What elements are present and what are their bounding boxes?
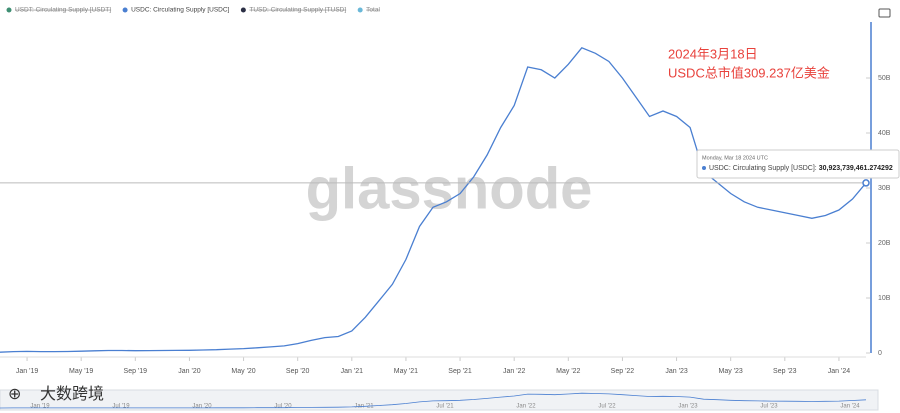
x-tick-label: May '20 [231,368,255,375]
x-tick-label: Jan '22 [503,368,525,375]
annotation: USDC总市值309.237亿美金 [668,65,830,80]
legend-dot [122,7,128,13]
y-tick-label: 30B [878,185,891,192]
legend-dot [357,7,363,13]
legend-entry[interactable]: TUSD: Circulating Supply [TUSD] [249,7,346,14]
tooltip-label: USDC: Circulating Supply [USDC]: [709,165,817,172]
brand-text: 大数跨境 [40,384,104,403]
tooltip-dot [702,166,706,170]
watermark: glassnode [306,156,593,221]
legend-entry[interactable]: Total [366,7,380,14]
navigator-label: Jul '22 [598,404,616,410]
y-tick-label: 20B [878,240,891,247]
x-tick-label: Jan '20 [178,368,200,375]
navigator-label: Jul '19 [112,404,130,410]
navigator-label: Jan '24 [840,404,860,410]
legend-dot [240,7,246,13]
navigator-line [0,392,867,409]
navigator-label: Jul '23 [760,404,778,410]
x-tick-label: Jan '23 [665,368,687,375]
x-tick-label: Sep '22 [611,368,635,375]
x-tick-label: Sep '21 [448,368,472,375]
x-tick-label: Jan '24 [828,368,850,375]
x-tick-label: Jan '21 [341,368,363,375]
navigator-label: Jan '19 [30,404,50,410]
y-tick-label: 50B [878,75,891,82]
y-tick-label: 0 [878,350,882,357]
x-tick-label: May '23 [719,368,743,375]
navigator-label: Jul '20 [274,404,292,410]
x-tick-label: May '21 [394,368,418,375]
tooltip-value: 30,923,739,461.274292 [819,165,893,172]
x-tick-label: Sep '23 [773,368,797,375]
legend-entry[interactable]: USDT: Circulating Supply [USDT] [15,7,111,14]
x-tick-label: Sep '19 [124,368,148,375]
series-line [0,47,867,353]
annotation: 2024年3月18日 [668,46,758,61]
x-tick-label: Sep '20 [286,368,310,375]
x-tick-label: Jan '19 [16,368,38,375]
tooltip-date: Monday, Mar 18 2024 UTC [702,155,768,161]
camera-icon[interactable] [878,8,891,18]
x-tick-label: May '22 [556,368,580,375]
brand: ⊕ [8,386,21,403]
legend-entry[interactable]: USDC: Circulating Supply [USDC] [131,7,229,14]
legend-dot [6,7,12,13]
navigator-label: Jan '22 [516,404,536,410]
navigator-label: Jul '21 [436,404,454,410]
hover-point [862,179,870,187]
navigator-label: Jan '20 [192,404,212,410]
navigator[interactable] [0,389,879,411]
tooltip-box [696,149,900,179]
tooltip: Monday, Mar 18 2024 UTC USDC: Circulating… [696,149,900,179]
x-tick-label: May '19 [69,368,93,375]
y-tick-label: 40B [878,130,891,137]
y-tick-label: 10B [878,295,891,302]
navigator-label: Jan '23 [678,404,698,410]
